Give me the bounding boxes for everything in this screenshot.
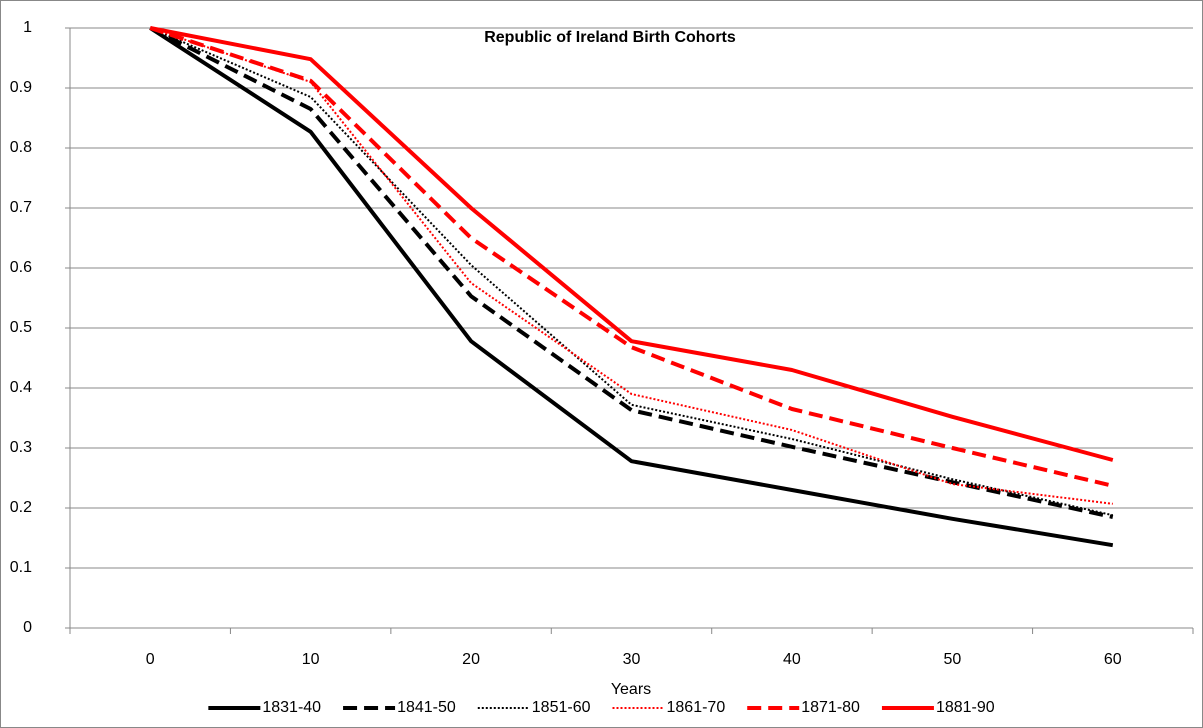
- legend-label: 1881-90: [936, 699, 995, 716]
- series-line: [149, 27, 1114, 517]
- y-tick-label: 0.5: [10, 319, 32, 336]
- series-line: [149, 26, 1114, 519]
- y-tick-label: 0.1: [10, 559, 32, 576]
- y-tick-label: 0.2: [10, 499, 32, 516]
- series-line: [149, 26, 1114, 548]
- y-tick-label: 0.3: [10, 439, 32, 456]
- x-tick-label: 40: [783, 651, 801, 668]
- y-tick-label: 0.6: [10, 259, 32, 276]
- series-line: [149, 26, 1114, 488]
- y-tick-label: 1: [23, 19, 32, 36]
- x-tick-label: 60: [1104, 651, 1122, 668]
- legend-label: 1831-40: [262, 699, 321, 716]
- x-tick-label: 20: [462, 651, 480, 668]
- x-tick-label: 0: [146, 651, 155, 668]
- x-axis-label: Years: [611, 681, 651, 698]
- y-tick-label: 0.7: [10, 199, 32, 216]
- series-line: [149, 26, 1114, 462]
- legend-label: 1871-80: [801, 699, 860, 716]
- y-tick-label: 0.8: [10, 139, 32, 156]
- y-tick-label: 0.4: [10, 379, 32, 396]
- x-tick-label: 30: [623, 651, 641, 668]
- chart-title: Republic of Ireland Birth Cohorts: [484, 29, 736, 46]
- x-tick-label: 10: [302, 651, 320, 668]
- legend-label: 1851-60: [532, 699, 591, 716]
- y-tick-label: 0.9: [10, 79, 32, 96]
- legend-label: 1861-70: [667, 699, 726, 716]
- x-tick-label: 50: [943, 651, 961, 668]
- y-tick-label: 0: [23, 619, 32, 636]
- legend-label: 1841-50: [397, 699, 456, 716]
